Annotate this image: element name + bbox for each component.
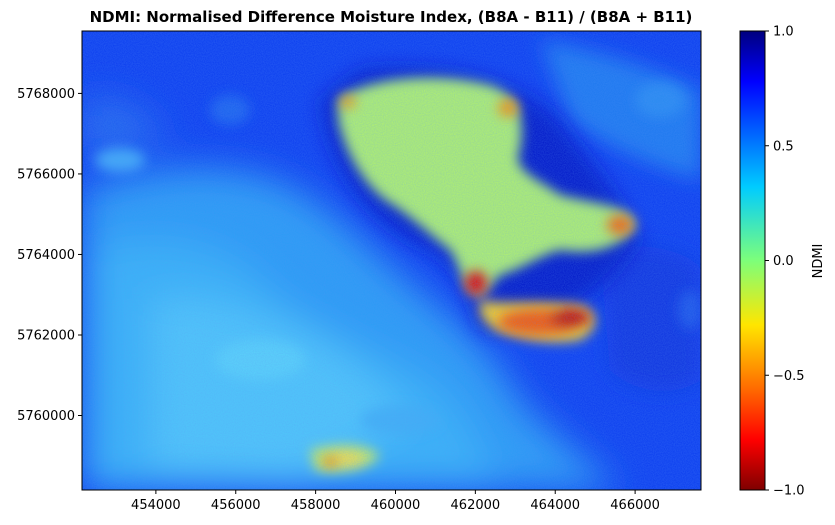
colorbar-tick-label: 0.5 [773, 139, 794, 154]
x-tick-label: 464000 [530, 498, 580, 513]
x-tick-label: 466000 [610, 498, 660, 513]
x-axis: 454000 456000 458000 460000 462000 464000 4660… [131, 490, 660, 513]
y-tick-label: 5762000 [17, 328, 75, 343]
colorbar-label: NDMI [811, 244, 826, 279]
x-tick-label: 454000 [131, 498, 181, 513]
y-tick-label: 5760000 [17, 409, 75, 424]
plot-frame [81, 30, 702, 491]
ndmi-raster [82, 31, 701, 490]
colorbar-tick-label: −1.0 [773, 484, 805, 499]
y-axis: 5760000 5762000 5764000 5766000 5768000 [17, 87, 82, 424]
y-tick-label: 5768000 [17, 87, 75, 102]
x-tick-label: 456000 [211, 498, 261, 513]
x-tick-label: 460000 [371, 498, 421, 513]
colorbar [739, 30, 766, 491]
colorbar-tick-label: 0.0 [773, 254, 794, 269]
x-tick-label: 458000 [291, 498, 341, 513]
y-tick-label: 5764000 [17, 248, 75, 263]
colorbar-tick-label: 1.0 [773, 25, 794, 40]
colorbar-tick-label: −0.5 [773, 369, 805, 384]
chart-title: NDMI: Normalised Difference Moisture Ind… [90, 8, 693, 26]
colorbar-axis: 1.0 0.5 0.0 −0.5 −1.0 [765, 25, 805, 499]
y-tick-label: 5766000 [17, 167, 75, 182]
x-tick-label: 462000 [451, 498, 501, 513]
